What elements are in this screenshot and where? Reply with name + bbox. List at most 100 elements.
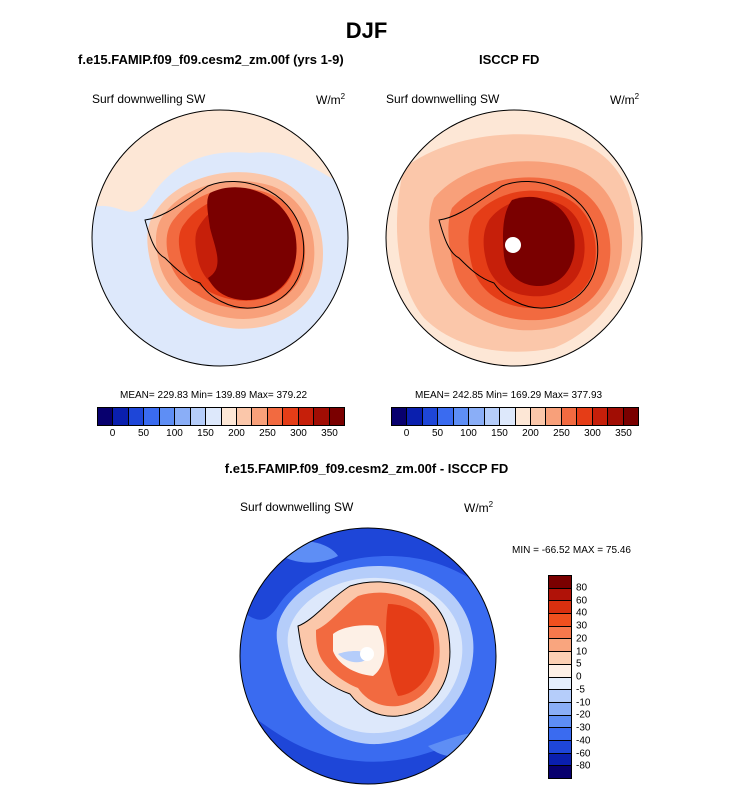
colorbar-swatch [549, 753, 571, 767]
colorbar-swatch [298, 408, 315, 425]
colorbar-tick-label: 0 [576, 671, 582, 683]
colorbar-swatch [98, 408, 114, 425]
colorbar-swatch [549, 614, 571, 627]
colorbar-swatch [546, 408, 562, 425]
colorbar-swatch [128, 408, 145, 425]
colorbar-swatch [329, 408, 344, 425]
colorbar-swatch [469, 408, 485, 425]
colorbar-tick-label: 350 [615, 428, 632, 439]
colorbar-tick-label: 100 [166, 428, 183, 439]
colorbar-tick-label: 80 [576, 582, 588, 594]
colorbar-tick-label: -10 [576, 697, 591, 708]
colorbar-tick-label: -5 [576, 684, 585, 696]
panel-3-stats: MIN = -66.52 MAX = 75.46 [512, 545, 631, 556]
colorbar-tick-label: 20 [576, 633, 588, 645]
colorbar-swatch [484, 408, 501, 425]
colorbar-tick-label: 150 [197, 428, 214, 439]
colorbar-swatch [549, 702, 571, 716]
colorbar-tick-label: 150 [491, 428, 508, 439]
panel-2-stats: MEAN= 242.85 Min= 169.29 Max= 377.93 [415, 390, 603, 401]
colorbar-swatch [549, 576, 571, 589]
colorbar-swatch [549, 690, 571, 703]
colorbar-swatch [577, 408, 593, 425]
colorbar-swatch [549, 664, 571, 678]
colorbar-swatch [314, 408, 330, 425]
panel-1-variable-label: Surf downwelling SW [92, 92, 206, 106]
colorbar-tick-label: 300 [290, 428, 307, 439]
colorbar-swatch [500, 408, 516, 425]
panel-2-units: W/m2 [610, 92, 640, 107]
colorbar-swatch [236, 408, 253, 425]
panel-3-title: f.e15.FAMIP.f09_f09.cesm2_zm.00f - ISCCP… [224, 461, 509, 476]
colorbar-swatch [175, 408, 191, 425]
colorbar-swatch [159, 408, 176, 425]
panel-1-colorbar [97, 407, 345, 426]
panel-3-variable-label: Surf downwelling SW [240, 500, 354, 514]
colorbar-swatch [113, 408, 129, 425]
colorbar-swatch [549, 652, 571, 665]
colorbar-tick-label: 250 [553, 428, 570, 439]
colorbar-swatch [144, 408, 160, 425]
colorbar-swatch [549, 740, 571, 754]
colorbar-swatch [221, 408, 237, 425]
panel-2-colorbar-ticks: 0 50 100 150 200 250 300 350 [391, 428, 637, 442]
colorbar-swatch [549, 626, 571, 640]
colorbar-swatch [549, 728, 571, 741]
colorbar-tick-label: 10 [576, 646, 588, 657]
colorbar-tick-label: 40 [576, 607, 588, 619]
colorbar-swatch [438, 408, 454, 425]
colorbar-swatch [283, 408, 299, 425]
colorbar-tick-label: 350 [321, 428, 338, 439]
colorbar-swatch [206, 408, 222, 425]
colorbar-swatch [190, 408, 207, 425]
colorbar-swatch [549, 715, 571, 729]
colorbar-tick-label: -60 [576, 748, 591, 759]
panel-1-title: f.e15.FAMIP.f09_f09.cesm2_zm.00f (yrs 1-… [78, 52, 344, 67]
colorbar-swatch [608, 408, 624, 425]
colorbar-swatch [515, 408, 531, 425]
colorbar-swatch [252, 408, 268, 425]
colorbar-tick-label: -40 [576, 735, 591, 747]
colorbar-tick-label: 100 [460, 428, 477, 439]
colorbar-tick-label: 5 [576, 658, 582, 670]
colorbar-swatch [530, 408, 547, 425]
colorbar-tick-label: 30 [576, 620, 588, 632]
figure-title: DJF [345, 18, 388, 43]
colorbar-swatch [623, 408, 638, 425]
panel-1-units: W/m2 [316, 92, 346, 107]
colorbar-swatch [549, 588, 571, 602]
colorbar-tick-label: 200 [228, 428, 245, 439]
panel-3-colorbar-ticks: 80 60 40 30 20 10 5 0 -5 -10 -20 -30 -40 -60 -80 [548, 575, 628, 777]
panel-1-map [91, 109, 349, 367]
colorbar-swatch [592, 408, 609, 425]
colorbar-swatch [392, 408, 408, 425]
panel-2-colorbar [391, 407, 639, 426]
panel-2-title: ISCCP FD [479, 52, 540, 67]
panel-3-map [239, 527, 497, 785]
colorbar-swatch [422, 408, 439, 425]
colorbar-swatch [549, 766, 571, 778]
colorbar-swatch [549, 677, 571, 691]
colorbar-tick-label: 60 [576, 595, 588, 606]
colorbar-swatch [561, 408, 578, 425]
colorbar-tick-label: -30 [576, 722, 591, 734]
colorbar-tick-label: 300 [584, 428, 601, 439]
colorbar-tick-label: 250 [259, 428, 276, 439]
colorbar-tick-label: 0 [109, 428, 116, 439]
colorbar-tick-label: -80 [576, 760, 591, 772]
panel-3-units: W/m2 [464, 500, 494, 515]
panel-2-map [385, 109, 643, 367]
panel-1-stats: MEAN= 229.83 Min= 139.89 Max= 379.22 [120, 390, 308, 401]
colorbar-swatch [267, 408, 284, 425]
colorbar-tick-label: 0 [403, 428, 410, 439]
colorbar-swatch [453, 408, 470, 425]
panel-2-variable-label: Surf downwelling SW [386, 92, 500, 106]
panel-1-colorbar-ticks: 0 50 100 150 200 250 300 350 [97, 428, 343, 442]
colorbar-tick-label: 50 [431, 428, 444, 439]
colorbar-tick-label: -20 [576, 709, 591, 721]
colorbar-swatch [549, 601, 571, 615]
panel-3-colorbar [548, 575, 572, 779]
colorbar-tick-label: 200 [522, 428, 539, 439]
colorbar-swatch [407, 408, 423, 425]
colorbar-swatch [549, 639, 571, 653]
